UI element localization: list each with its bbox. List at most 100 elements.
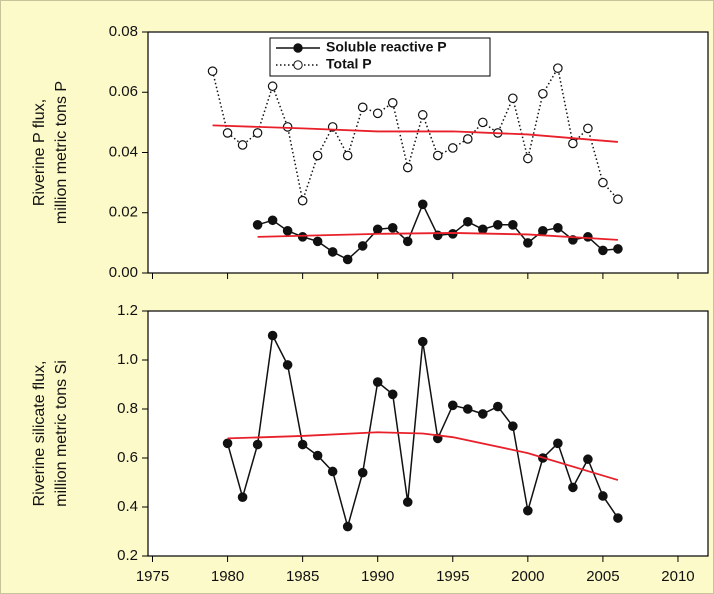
x-tick-label: 2000 xyxy=(511,568,544,585)
data-point xyxy=(267,81,278,92)
data-point xyxy=(553,63,563,73)
data-point xyxy=(477,224,488,235)
series-line xyxy=(257,232,618,241)
data-point xyxy=(342,521,353,532)
data-point xyxy=(417,199,428,210)
legend-marker xyxy=(293,43,303,53)
data-point xyxy=(553,223,563,233)
data-point xyxy=(387,223,398,233)
y-tick-label: 1.0 xyxy=(117,351,138,368)
data-point xyxy=(583,123,593,134)
data-point xyxy=(432,150,443,161)
data-point xyxy=(282,226,293,236)
y-axis-title: Riverine P flux, xyxy=(31,99,48,206)
data-point xyxy=(523,153,533,164)
y-tick-label: 0.6 xyxy=(117,449,138,466)
y-tick-label: 0.06 xyxy=(109,83,138,100)
series-line xyxy=(227,431,619,481)
data-point xyxy=(447,400,458,411)
y-tick-label: 0.08 xyxy=(109,23,138,40)
data-point xyxy=(613,244,623,254)
data-point xyxy=(402,236,413,247)
data-point xyxy=(282,122,293,132)
data-point xyxy=(312,150,323,161)
data-point xyxy=(342,150,353,161)
data-point xyxy=(252,128,263,138)
data-point xyxy=(387,389,398,400)
data-point xyxy=(598,245,608,256)
data-point xyxy=(237,492,248,502)
data-point xyxy=(372,108,383,119)
data-point xyxy=(297,232,308,242)
data-point xyxy=(508,220,518,230)
data-point xyxy=(327,247,338,257)
data-point xyxy=(402,497,413,507)
data-point xyxy=(252,220,263,230)
data-point xyxy=(598,491,608,501)
data-point xyxy=(477,117,488,128)
series-line xyxy=(211,66,619,204)
legend-label: Total P xyxy=(326,56,372,72)
y-tick-label: 0.02 xyxy=(109,204,138,221)
data-point xyxy=(523,505,533,516)
data-point xyxy=(297,439,308,450)
data-point xyxy=(222,128,233,138)
x-tick-label: 2010 xyxy=(661,568,694,585)
x-tick-label: 1975 xyxy=(136,568,169,585)
data-point xyxy=(267,330,278,341)
x-tick-label: 1990 xyxy=(361,568,394,585)
data-point xyxy=(207,66,218,76)
y-tick-label: 0.2 xyxy=(117,547,138,564)
data-point xyxy=(357,241,368,251)
data-point xyxy=(327,466,338,477)
y-axis-title: Riverine silicate flux, xyxy=(31,361,48,507)
data-point xyxy=(538,88,548,99)
data-point xyxy=(402,162,413,173)
x-tick-label: 1985 xyxy=(286,568,319,585)
y-tick-label: 0.4 xyxy=(117,498,138,515)
x-tick-label: 1995 xyxy=(436,568,469,585)
data-point xyxy=(462,134,473,144)
y-tick-label: 0.00 xyxy=(109,264,138,281)
data-point xyxy=(282,360,293,370)
data-point xyxy=(568,482,578,493)
data-point xyxy=(508,93,518,104)
data-point xyxy=(493,220,503,230)
data-point xyxy=(613,194,623,204)
data-point xyxy=(477,409,488,419)
data-point xyxy=(523,238,533,248)
data-point xyxy=(342,254,353,265)
data-point xyxy=(252,439,263,450)
data-point xyxy=(568,138,578,149)
series-line xyxy=(212,124,618,143)
data-point xyxy=(583,232,593,242)
data-point xyxy=(357,467,368,478)
data-point xyxy=(417,336,428,347)
y-tick-label: 0.04 xyxy=(109,143,138,160)
data-point xyxy=(462,404,473,414)
data-point xyxy=(267,215,278,226)
x-tick-label: 1980 xyxy=(211,568,244,585)
data-point xyxy=(357,102,368,113)
data-point xyxy=(598,177,608,188)
data-point xyxy=(312,450,323,461)
x-tick-label: 2005 xyxy=(586,568,619,585)
data-point xyxy=(538,226,548,236)
data-point xyxy=(237,140,248,150)
data-point xyxy=(372,377,383,387)
data-point xyxy=(417,110,428,120)
data-point xyxy=(553,438,563,449)
data-point xyxy=(493,401,503,412)
data-point xyxy=(297,195,308,206)
y-axis-title: million metric tons Si xyxy=(53,360,70,507)
legend-label: Soluble reactive P xyxy=(326,39,447,55)
data-point xyxy=(447,143,458,153)
data-point xyxy=(583,454,593,465)
data-point xyxy=(387,97,398,108)
data-point xyxy=(462,216,473,227)
legend-marker xyxy=(293,60,303,70)
data-point xyxy=(312,236,323,247)
legend-box xyxy=(269,37,491,77)
